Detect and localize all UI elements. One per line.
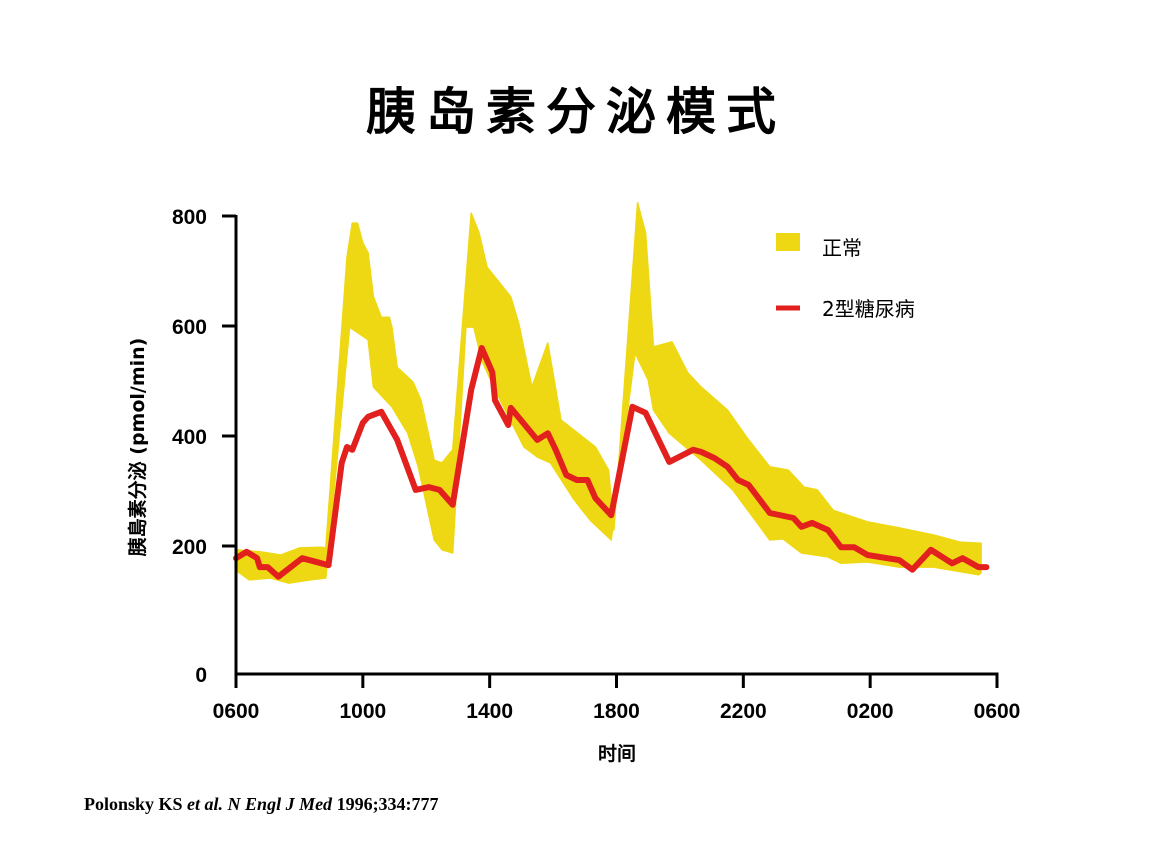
legend-normal-swatch: [776, 233, 800, 251]
x-tick-label: 1800: [593, 700, 640, 723]
y-tick-label: 400: [172, 426, 207, 449]
citation-ref: 1996;334:777: [332, 794, 439, 814]
y-tick-label: 600: [172, 316, 207, 339]
chart-title: 胰岛素分泌模式: [366, 82, 786, 141]
citation-journal: N Engl J Med: [223, 794, 333, 814]
legend: 正常 2型糖尿病: [776, 233, 915, 321]
legend-type2-label: 2型糖尿病: [822, 297, 915, 321]
citation-authors: Polonsky KS: [84, 794, 188, 814]
y-axis-title: 胰島素分泌 (pmol/min): [126, 338, 149, 558]
x-tick-label: 0600: [974, 700, 1021, 723]
x-tick-label: 1000: [339, 700, 386, 723]
x-axis-title: 时间: [598, 743, 636, 765]
normal-range-band: [235, 202, 982, 584]
type2-line-layer: [233, 345, 990, 580]
x-tick-label: 0200: [847, 700, 894, 723]
y-tick-label: 200: [172, 536, 207, 559]
citation: Polonsky KS et al. N Engl J Med 1996;334…: [84, 794, 439, 815]
normal-range-band-layer: [235, 202, 982, 584]
x-tick-label: 2200: [720, 700, 767, 723]
y-tick-label: 0: [195, 664, 207, 687]
y-tick-label: 800: [172, 206, 207, 229]
citation-etal: et al.: [187, 794, 224, 814]
x-tick-label: 0600: [213, 700, 260, 723]
x-tick-label: 1400: [466, 700, 513, 723]
legend-normal-label: 正常: [822, 236, 862, 260]
